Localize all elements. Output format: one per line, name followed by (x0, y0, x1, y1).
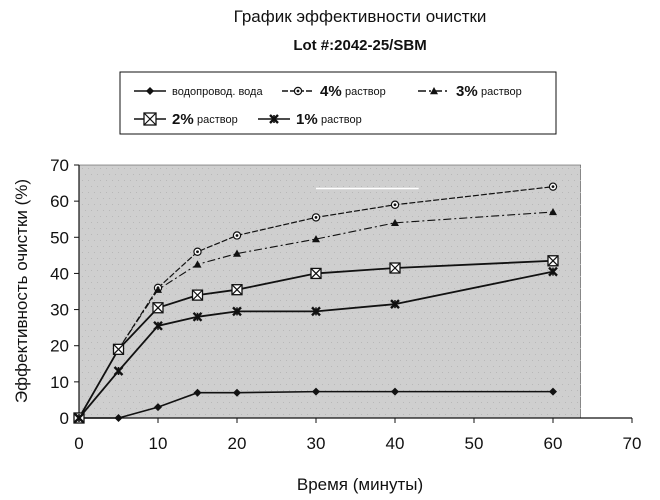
legend-label-percent: 4% (320, 83, 342, 100)
data-point (74, 413, 84, 423)
data-point (549, 207, 557, 216)
data-point (549, 387, 557, 396)
data-point (391, 218, 399, 227)
x-tick-label: 60 (544, 434, 563, 453)
x-axis-label: Время (минуты) (297, 475, 423, 494)
series-line (78, 259, 554, 419)
data-point (193, 388, 202, 397)
data-point (152, 302, 164, 314)
x-tick-label: 20 (228, 434, 247, 453)
data-point (153, 320, 163, 331)
chart-subtitle: Lot #:2042-25/SBM (293, 37, 426, 54)
y-tick-label: 40 (50, 264, 69, 283)
legend-marker (146, 87, 154, 95)
legend-item: 2% раствор (134, 111, 238, 128)
y-tick-label: 70 (50, 156, 69, 175)
x-tick-label: 50 (465, 434, 484, 453)
data-point (113, 366, 124, 376)
series-line (78, 211, 554, 419)
y-tick-label: 10 (50, 373, 69, 392)
y-tick-label: 50 (50, 228, 69, 247)
legend-label: водопровод. вода (172, 86, 263, 98)
series-0 (75, 387, 557, 422)
data-point (312, 387, 320, 396)
y-tick-label: 20 (50, 337, 69, 356)
legend-label: раствор (345, 86, 386, 98)
y-tick-label: 60 (50, 192, 69, 211)
legend-label-percent: 3% (456, 83, 478, 100)
x-tick-label: 70 (623, 434, 642, 453)
legend-marker (430, 87, 438, 95)
legend-item: 1% раствор (258, 111, 362, 128)
series-line (79, 390, 553, 419)
data-point (548, 266, 558, 277)
series-line (78, 270, 554, 419)
legend-label-percent: 2% (172, 111, 194, 128)
legend-item: 3% раствор (418, 83, 522, 100)
chart-title: График эффективности очистки (234, 7, 487, 26)
data-point (391, 387, 399, 396)
data-point (193, 260, 202, 268)
data-point (112, 343, 125, 355)
data-point (390, 299, 400, 309)
legend-item: 4% раствор (282, 83, 386, 100)
legend-item: водопровод. вода (134, 86, 263, 98)
plot-texture (82, 168, 581, 415)
data-point (547, 255, 559, 267)
series-layer (73, 182, 559, 424)
x-tick-label: 0 (74, 434, 83, 453)
data-point (389, 262, 401, 274)
data-point (311, 306, 321, 317)
data-point (191, 289, 204, 301)
data-point (233, 249, 241, 257)
x-tick-label: 30 (307, 434, 326, 453)
data-point (310, 267, 322, 280)
legend-marker (269, 114, 279, 124)
data-point (232, 231, 242, 240)
data-point (193, 247, 202, 256)
data-point (114, 414, 123, 422)
legend-box (119, 71, 557, 135)
plot-area (78, 164, 581, 419)
legend-label: раствор (481, 86, 522, 98)
legend-label: раствор (321, 114, 362, 126)
legend-marker (143, 112, 157, 126)
legend-label-percent: 1% (296, 111, 318, 128)
data-point (390, 200, 400, 209)
data-point (154, 285, 162, 293)
x-tick-label: 10 (149, 434, 168, 453)
axes: 0 10 20 30 40 50 60 70 0 10 20 30 40 50 60 70 (50, 156, 641, 453)
data-point (548, 182, 558, 191)
legend-marker (293, 86, 303, 96)
data-point (231, 284, 243, 296)
series-4 (74, 266, 558, 423)
legend-label: раствор (197, 114, 238, 126)
data-point (154, 403, 162, 412)
data-point (233, 388, 241, 397)
y-axis-label: Эффективность очистки (%) (12, 179, 31, 403)
data-point (312, 235, 320, 243)
data-point (232, 306, 242, 317)
x-tick-label: 40 (386, 434, 405, 453)
y-tick-label: 0 (60, 409, 69, 428)
data-point (192, 311, 203, 322)
y-tick-label: 30 (50, 301, 69, 320)
data-point (311, 213, 321, 222)
